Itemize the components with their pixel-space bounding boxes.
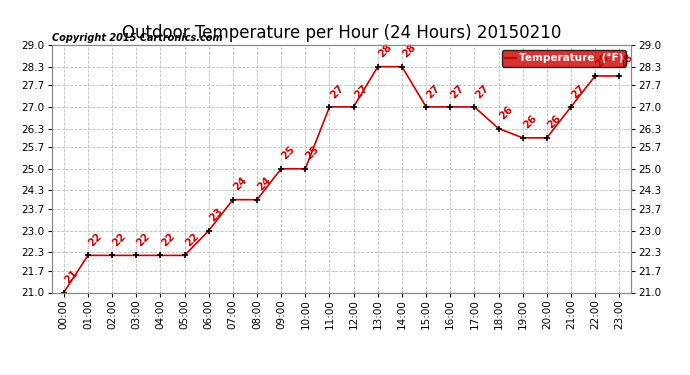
Title: Outdoor Temperature per Hour (24 Hours) 20150210: Outdoor Temperature per Hour (24 Hours) … [122,24,561,42]
Text: Copyright 2015 Cartronics.com: Copyright 2015 Cartronics.com [52,33,222,42]
Text: 22: 22 [183,231,201,248]
Text: 21: 21 [62,268,80,285]
Text: 27: 27 [352,82,370,100]
Text: 24: 24 [231,176,249,193]
Text: 26: 26 [497,104,515,122]
Text: 22: 22 [86,231,104,248]
Text: 27: 27 [569,82,587,100]
Text: 25: 25 [304,144,322,162]
Text: 28: 28 [618,52,635,69]
Text: 22: 22 [135,231,152,248]
Text: 28: 28 [400,42,418,60]
Text: 25: 25 [279,144,297,162]
Text: 27: 27 [473,82,491,100]
Text: 24: 24 [255,176,273,193]
Text: 22: 22 [159,231,177,248]
Text: 26: 26 [545,114,563,131]
Text: 26: 26 [521,114,539,131]
Text: 27: 27 [448,82,466,100]
Text: 28: 28 [376,42,394,60]
Text: 22: 22 [110,231,128,248]
Text: 27: 27 [424,82,442,100]
Text: 27: 27 [328,82,346,100]
Text: 23: 23 [207,206,225,224]
Text: 28: 28 [593,52,611,69]
Legend: Temperature  (°F): Temperature (°F) [502,50,626,66]
